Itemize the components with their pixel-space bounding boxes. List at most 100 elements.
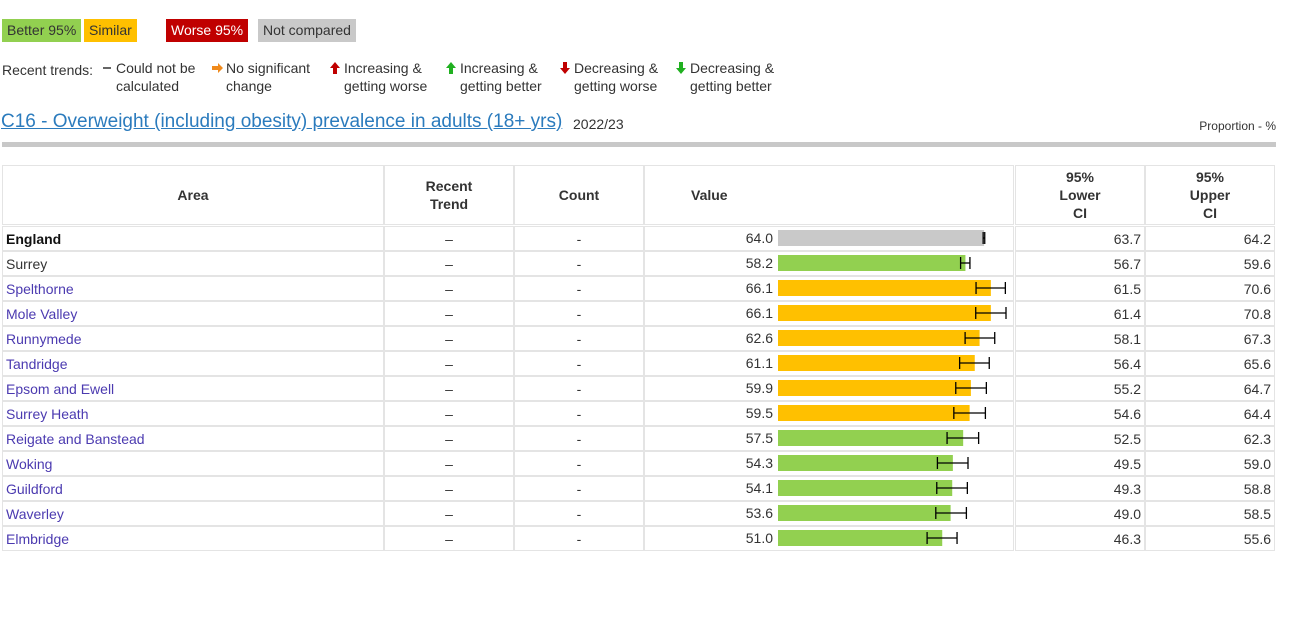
area-name[interactable]: Tandridge	[2, 351, 384, 376]
lower-ci: 56.4	[1015, 351, 1145, 376]
upper-ci: 64.2	[1145, 226, 1275, 251]
column-header: Count	[514, 165, 644, 225]
count: -	[514, 226, 644, 251]
area-name: England	[2, 226, 384, 251]
upper-ci: 64.4	[1145, 401, 1275, 426]
bar	[778, 405, 970, 421]
lower-ci: 56.7	[1015, 251, 1145, 276]
bar	[778, 355, 975, 371]
bar-chart	[778, 380, 988, 396]
area-name[interactable]: Epsom and Ewell	[2, 376, 384, 401]
trend-text: getting better	[690, 78, 772, 94]
area-name[interactable]: Surrey Heath	[2, 401, 384, 426]
area-name[interactable]: Reigate and Banstead	[2, 426, 384, 451]
column-header: Value	[644, 165, 1014, 225]
trend: –	[384, 226, 514, 251]
trend-text: change	[226, 78, 272, 94]
count: -	[514, 426, 644, 451]
area-name[interactable]: Elmbridge	[2, 526, 384, 551]
value: 66.1	[745, 280, 773, 296]
trend-icon	[560, 62, 570, 74]
column-header: 95% Lower CI	[1015, 165, 1145, 225]
bar	[778, 230, 985, 246]
trend: –	[384, 401, 514, 426]
bar-chart	[778, 505, 968, 521]
area-name[interactable]: Guildford	[2, 476, 384, 501]
value-cell	[644, 376, 1014, 401]
trend: –	[384, 301, 514, 326]
trend: –	[384, 476, 514, 501]
trend: –	[384, 426, 514, 451]
bar-chart	[778, 255, 971, 271]
trend-text: No significant	[226, 60, 311, 76]
upper-ci: 58.5	[1145, 501, 1275, 526]
indicator-title[interactable]: C16 - Overweight (including obesity) pre…	[1, 111, 563, 132]
trend-text: Decreasing &	[574, 60, 659, 76]
count: -	[514, 451, 644, 476]
upper-ci: 55.6	[1145, 526, 1275, 551]
value-cell	[644, 226, 1014, 251]
count: -	[514, 276, 644, 301]
value-cell	[644, 301, 1014, 326]
value-cell	[644, 276, 1014, 301]
trend-text: Increasing &	[460, 60, 538, 76]
bar	[778, 505, 951, 521]
value: 62.6	[745, 330, 773, 346]
lower-ci: 58.1	[1015, 326, 1145, 351]
upper-ci: 70.8	[1145, 301, 1275, 326]
area-name[interactable]: Mole Valley	[2, 301, 384, 326]
bar	[778, 480, 953, 496]
bar	[778, 305, 991, 321]
count: -	[514, 326, 644, 351]
value: 59.9	[745, 380, 773, 396]
bar	[778, 380, 971, 396]
bar-chart	[778, 405, 987, 421]
upper-ci: 65.6	[1145, 351, 1275, 376]
count: -	[514, 476, 644, 501]
bar-chart	[778, 305, 1007, 321]
bar	[778, 455, 953, 471]
value: 51.0	[745, 530, 773, 546]
trend-icon	[212, 63, 223, 73]
value: 66.1	[745, 305, 773, 321]
bar	[778, 330, 980, 346]
bar-chart	[778, 230, 986, 246]
key-item: Worse 95%	[166, 19, 249, 42]
value: 64.0	[745, 230, 773, 246]
count: -	[514, 301, 644, 326]
lower-ci: 52.5	[1015, 426, 1145, 451]
value-cell	[644, 501, 1014, 526]
trend: –	[384, 376, 514, 401]
value: 54.1	[745, 480, 773, 496]
trend-icon	[446, 62, 456, 74]
value: 58.2	[745, 255, 773, 271]
trend-text: getting better	[460, 78, 542, 94]
key-item: Not compared	[258, 19, 356, 42]
area-name[interactable]: Runnymede	[2, 326, 384, 351]
unit: Proportion - %	[1199, 119, 1276, 133]
value-cell	[644, 526, 1014, 551]
trend-text: Decreasing &	[690, 60, 775, 76]
lower-ci: 49.3	[1015, 476, 1145, 501]
trend: –	[384, 326, 514, 351]
value-cell	[644, 326, 1014, 351]
lower-ci: 63.7	[1015, 226, 1145, 251]
trend-text: calculated	[116, 78, 180, 94]
area-name[interactable]: Waverley	[2, 501, 384, 526]
area-name[interactable]: Woking	[2, 451, 384, 476]
column-header: 95% Upper CI	[1145, 165, 1275, 225]
value-cell	[644, 426, 1014, 451]
trend: –	[384, 276, 514, 301]
lower-ci: 55.2	[1015, 376, 1145, 401]
trend: –	[384, 526, 514, 551]
count: -	[514, 351, 644, 376]
lower-ci: 61.5	[1015, 276, 1145, 301]
trends-label: Recent trends:	[2, 62, 94, 78]
trend-text: getting worse	[344, 78, 428, 94]
area-name[interactable]: Spelthorne	[2, 276, 384, 301]
bar	[778, 255, 966, 271]
trend: –	[384, 351, 514, 376]
upper-ci: 70.6	[1145, 276, 1275, 301]
area-name: Surrey	[2, 251, 384, 276]
